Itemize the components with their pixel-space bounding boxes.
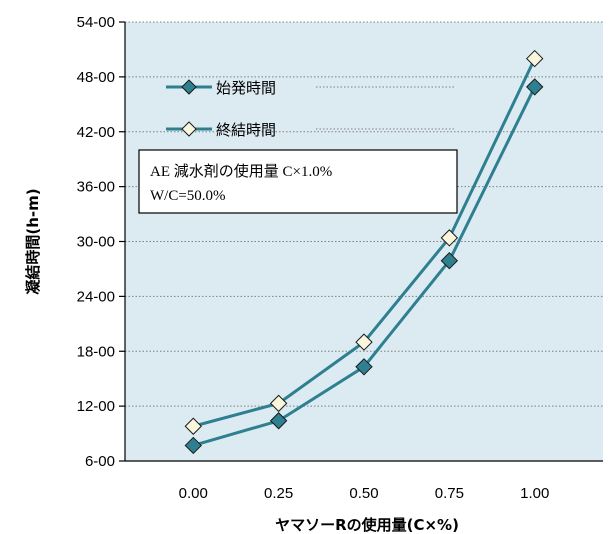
data-point bbox=[526, 78, 544, 96]
x-tick-label: 0.75 bbox=[435, 485, 464, 502]
x-tick-label: 1.00 bbox=[520, 485, 549, 502]
data-point bbox=[440, 251, 459, 270]
x-tick-label: 0.00 bbox=[179, 485, 208, 502]
series-0 bbox=[184, 78, 544, 455]
y-tick-labels: 6-00 12-00 18-00 24-00 30-00 36-00 42-00 48-00 5… bbox=[77, 14, 125, 470]
y-tick-label: 12-00 bbox=[77, 398, 115, 415]
data-point bbox=[184, 436, 202, 455]
y-tick-label: 48-00 bbox=[77, 69, 115, 86]
legend-label-initial-set: 始発時間 bbox=[216, 79, 276, 97]
legend-marker-final-set bbox=[181, 121, 197, 137]
y-tick-label: 24-00 bbox=[77, 288, 115, 305]
y-tick-label: 36-00 bbox=[77, 179, 115, 196]
legend-marker-initial-set bbox=[181, 79, 197, 95]
x-tick-labels: 0.00 0.25 0.50 0.75 1.00 bbox=[179, 485, 550, 502]
x-tick-label: 0.50 bbox=[349, 485, 378, 502]
data-point bbox=[269, 394, 288, 413]
y-axis-title: 凝結時間(h-m) bbox=[24, 188, 42, 294]
y-tick-label: 6-00 bbox=[85, 453, 115, 470]
annotation-line-2: W/C=50.0% bbox=[150, 188, 226, 204]
x-axis-title: ヤマソーRの使用量(C×%) bbox=[275, 516, 459, 534]
data-point bbox=[355, 333, 373, 351]
series-layer bbox=[184, 49, 544, 455]
y-tick-label: 18-00 bbox=[77, 343, 115, 360]
data-point bbox=[355, 358, 373, 376]
data-point bbox=[526, 49, 544, 68]
data-point bbox=[269, 412, 288, 430]
data-point bbox=[440, 229, 459, 247]
series-1 bbox=[184, 49, 544, 435]
annotation-box: AE 減水剤の使用量 C×1.0% W/C=50.0% bbox=[138, 149, 458, 214]
annotation-line-1: AE 減水剤の使用量 C×1.0% bbox=[150, 163, 332, 180]
data-point bbox=[184, 417, 202, 435]
y-tick-label: 54-00 bbox=[77, 14, 115, 31]
legend-label-final-set: 終結時間 bbox=[216, 121, 276, 139]
legend: 始発時間 終結時間 bbox=[166, 79, 456, 139]
annotation-frame bbox=[138, 149, 458, 214]
x-tick-label: 0.25 bbox=[264, 485, 293, 502]
y-tick-label: 42-00 bbox=[77, 124, 115, 141]
y-tick-label: 30-00 bbox=[77, 234, 115, 251]
